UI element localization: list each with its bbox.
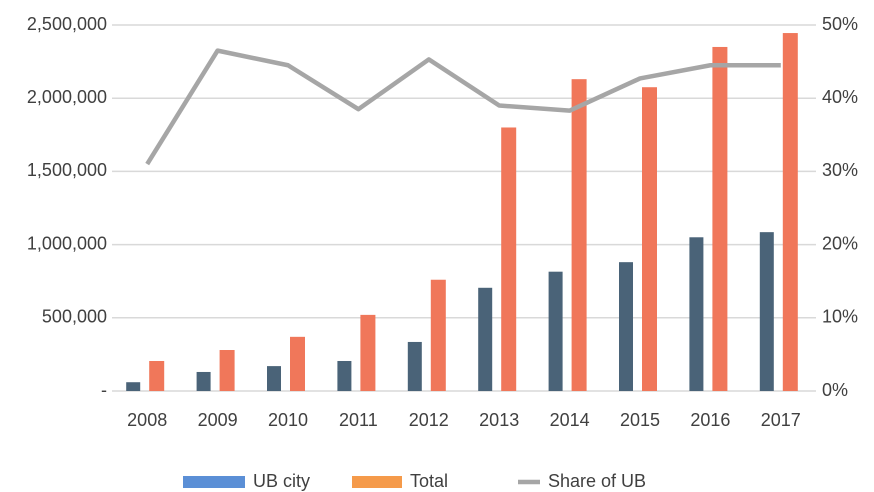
y2-tick-label: 20% <box>822 233 858 253</box>
legend-label: UB city <box>253 471 310 491</box>
bar <box>548 271 563 391</box>
legend-label: Total <box>410 471 448 491</box>
bar <box>782 33 798 391</box>
legend-label: Share of UB <box>548 471 646 491</box>
y2-tick-label: 0% <box>822 380 848 400</box>
bar <box>407 341 422 391</box>
x-tick-label: 2016 <box>690 410 730 430</box>
bar <box>290 336 305 391</box>
bar <box>337 360 352 391</box>
bar <box>619 262 633 391</box>
y2-tick-label: 30% <box>822 160 858 180</box>
y-tick-label: 1,500,000 <box>27 160 107 180</box>
y-tick-label: 2,000,000 <box>27 87 107 107</box>
bar <box>642 87 657 391</box>
y2-tick-label: 40% <box>822 87 858 107</box>
y-tick-label: 1,000,000 <box>27 233 107 253</box>
legend-swatch <box>183 476 245 488</box>
line <box>145 48 781 166</box>
y2-tick-label: 10% <box>822 307 858 327</box>
bar <box>196 371 211 391</box>
bar <box>712 46 728 392</box>
bar <box>478 287 493 391</box>
bar <box>267 366 281 391</box>
x-tick-label: 2009 <box>198 410 238 430</box>
y2-tick-label: 50% <box>822 14 858 34</box>
y-tick-label: 500,000 <box>42 307 107 327</box>
x-tick-label: 2017 <box>761 410 801 430</box>
bar <box>219 350 235 391</box>
legend-swatch <box>352 476 402 488</box>
bar <box>149 360 165 391</box>
x-tick-label: 2015 <box>620 410 660 430</box>
bar <box>126 382 141 391</box>
bar <box>689 237 704 391</box>
x-tick-label: 2008 <box>127 410 167 430</box>
bar <box>571 79 587 391</box>
x-tick-label: 2010 <box>268 410 308 430</box>
y-tick-label: 2,500,000 <box>27 14 107 34</box>
bar <box>759 232 774 391</box>
bar <box>501 127 517 391</box>
x-tick-label: 2012 <box>409 410 449 430</box>
x-tick-label: 2014 <box>550 410 590 430</box>
x-tick-label: 2011 <box>339 410 378 430</box>
x-tick-label: 2013 <box>479 410 519 430</box>
bar <box>430 279 446 391</box>
bar <box>360 314 376 391</box>
y-tick-label: - <box>101 380 107 400</box>
